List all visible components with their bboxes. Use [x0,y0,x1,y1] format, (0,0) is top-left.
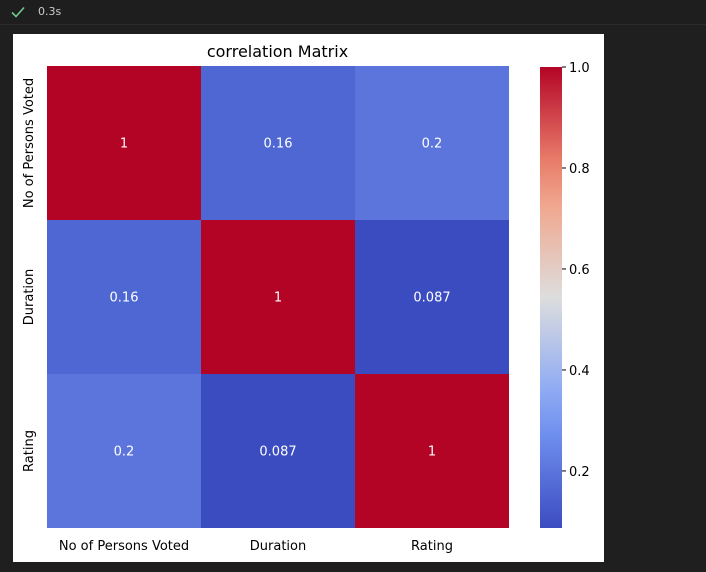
y-tick-label: Rating [22,430,37,472]
heatmap-cell [47,374,201,528]
colorbar-tick-label: 0.4 [569,364,590,379]
heatmap-cell [201,374,355,528]
y-tick-label: No of Persons Voted [22,78,37,208]
cell-annotation: 0.16 [264,137,293,152]
heatmap-cell [201,220,355,374]
colorbar-tick-label: 1.0 [569,61,590,76]
cell-annotation: 0.087 [259,445,296,460]
cell-annotation: 1 [120,137,128,152]
cell-annotation: 0.16 [110,291,139,306]
cell-annotation: 1 [274,291,282,306]
heatmap-cell [201,66,355,220]
x-tick-label: Rating [411,539,453,554]
y-tick-label: Duration [22,269,37,325]
heatmap-cell [47,66,201,220]
colorbar [540,67,562,528]
execution-time: 0.3s [38,5,62,18]
correlation-heatmap-figure: correlation Matrix 1 0.16 0.2 0.16 1 0.087 0.2… [22,42,590,554]
cell-annotation: 1 [428,445,436,460]
cell-annotation: 0.2 [114,445,135,460]
cell-annotation: 0.087 [413,291,450,306]
cell-execution-status: 0.3s [0,0,706,25]
chart-title: correlation Matrix [207,42,348,61]
heatmap-cell [355,374,509,528]
x-tick-label: Duration [250,539,306,554]
colorbar-tick-label: 0.2 [569,465,590,480]
x-tick-label: No of Persons Voted [59,539,189,554]
heatmap-cell [355,220,509,374]
checkmark-icon [11,6,25,18]
colorbar-tick-label: 0.6 [569,263,590,278]
heatmap-cell [355,66,509,220]
heatmap-cell [47,220,201,374]
cell-annotation: 0.2 [422,137,443,152]
cell-output: correlation Matrix 1 0.16 0.2 0.16 1 0.087 0.2… [13,34,604,562]
colorbar-tick-label: 0.8 [569,162,590,177]
